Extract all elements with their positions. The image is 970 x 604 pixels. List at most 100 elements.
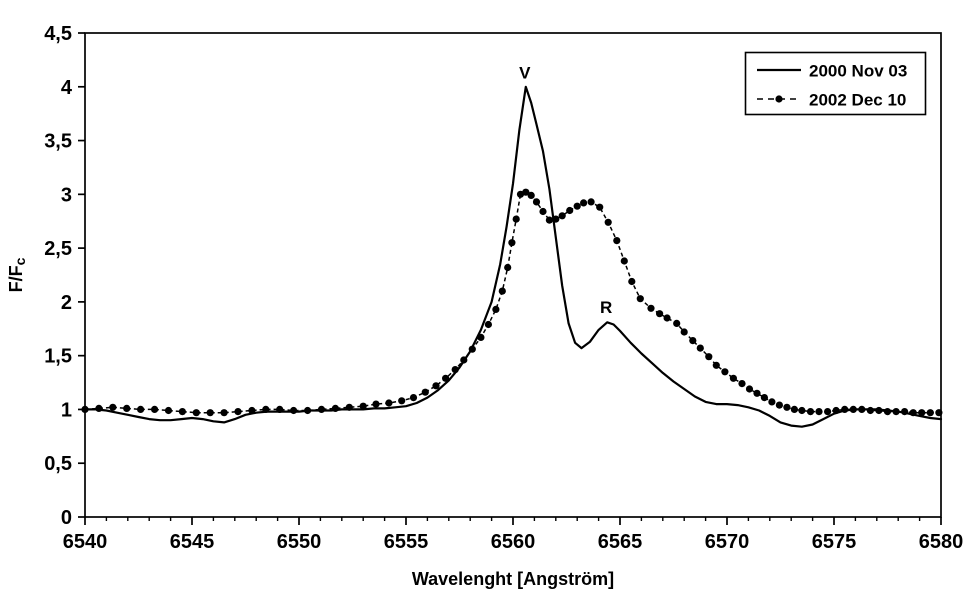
data-point-marker	[451, 366, 459, 374]
data-point-marker	[866, 406, 875, 415]
x-tick-label: 6545	[170, 531, 215, 553]
data-point-marker	[596, 203, 604, 211]
data-point-marker	[504, 263, 512, 272]
data-point-marker	[647, 304, 655, 312]
x-axis-title: Wavelenght [Angström]	[412, 569, 614, 589]
data-point-marker	[760, 394, 769, 402]
data-point-marker	[783, 403, 791, 411]
data-point-marker	[206, 409, 214, 417]
data-point-marker	[539, 207, 547, 216]
legend-label-2000-nov-03: 2000 Nov 03	[809, 62, 907, 81]
data-point-marker	[573, 202, 581, 210]
data-point-marker	[317, 405, 326, 413]
data-point-marker	[276, 405, 284, 413]
data-point-marker	[123, 404, 131, 412]
data-point-marker	[220, 409, 228, 417]
data-point-marker	[875, 406, 883, 415]
data-point-marker	[775, 401, 784, 409]
data-point-marker	[858, 405, 866, 413]
data-point-marker	[398, 397, 406, 405]
data-point-marker	[712, 361, 720, 369]
data-point-marker	[359, 402, 367, 410]
data-point-marker	[532, 198, 541, 206]
data-point-marker	[738, 380, 746, 388]
data-point-marker	[580, 199, 588, 207]
data-point-marker	[460, 356, 468, 364]
data-point-marker	[527, 191, 535, 199]
data-point-marker	[545, 216, 554, 224]
data-point-marker	[345, 403, 353, 411]
y-tick-label: 2,5	[44, 238, 72, 260]
legend-marker-sample	[775, 95, 783, 103]
data-point-marker	[552, 215, 560, 223]
y-tick-label: 1	[61, 399, 72, 421]
y-tick-label: 4	[61, 77, 73, 99]
data-point-marker	[636, 295, 644, 303]
data-point-marker	[696, 344, 704, 352]
data-point-marker	[587, 198, 595, 206]
data-point-marker	[613, 237, 621, 245]
x-tick-label: 6540	[63, 531, 108, 553]
data-point-marker	[498, 287, 506, 295]
x-tick-label: 6575	[812, 531, 857, 553]
data-point-marker	[484, 320, 492, 329]
y-axis-title-main: F/F	[6, 265, 26, 292]
data-point-marker	[331, 404, 339, 412]
data-point-marker	[680, 328, 688, 336]
x-tick-label: 6555	[384, 531, 429, 553]
data-point-marker	[790, 405, 799, 413]
data-point-marker	[137, 405, 145, 413]
data-point-marker	[492, 305, 500, 313]
data-point-marker	[815, 408, 823, 416]
data-point-marker	[290, 406, 298, 415]
y-tick-label: 0,5	[44, 453, 72, 475]
data-point-marker	[558, 212, 566, 220]
legend: 2000 Nov 03 2002 Dec 10	[744, 51, 927, 116]
data-point-marker	[421, 388, 429, 396]
x-tick-label: 6565	[598, 531, 643, 553]
peak-annotation-v: V	[519, 64, 531, 83]
data-point-marker	[95, 404, 103, 412]
data-point-marker	[81, 405, 89, 413]
y-tick-label: 3,5	[44, 131, 72, 153]
data-point-marker	[745, 385, 754, 393]
x-tick-label: 6550	[277, 531, 322, 553]
y-axis: 0 0,5 1 1,5 2 2,5 3 3,5 4 4,5	[44, 23, 85, 529]
data-point-marker	[883, 408, 892, 416]
data-point-marker	[806, 408, 815, 416]
data-point-marker	[656, 310, 664, 318]
data-point-marker	[468, 345, 476, 353]
series-2000-nov-03-line	[83, 85, 943, 428]
y-tick-label: 0	[61, 507, 72, 529]
data-point-marker	[663, 314, 671, 322]
y-axis-title-subscript: c	[12, 257, 28, 265]
data-point-marker	[620, 257, 628, 265]
data-point-marker	[109, 403, 117, 411]
data-point-marker	[262, 405, 270, 413]
data-point-marker	[832, 406, 840, 415]
y-axis-title: F/Fc	[6, 257, 28, 292]
data-point-marker	[372, 400, 380, 408]
x-tick-label: 6560	[491, 531, 536, 553]
data-point-marker	[673, 319, 681, 327]
data-point-marker	[901, 408, 909, 416]
data-point-marker	[409, 394, 418, 402]
data-point-marker	[604, 218, 612, 226]
data-point-marker	[442, 374, 450, 382]
data-point-marker	[477, 333, 485, 341]
data-point-marker	[385, 399, 393, 407]
data-point-marker	[628, 277, 636, 286]
data-point-marker	[304, 406, 312, 415]
data-point-marker	[909, 409, 917, 417]
y-tick-label: 3	[61, 184, 72, 206]
x-tick-label: 6570	[705, 531, 750, 553]
data-point-marker	[432, 382, 440, 390]
data-point-marker	[705, 353, 713, 361]
data-point-marker	[918, 409, 926, 417]
legend-box	[744, 51, 927, 116]
data-point-marker	[248, 406, 256, 415]
peak-annotation-r: R	[600, 298, 612, 317]
data-point-marker	[926, 409, 934, 417]
